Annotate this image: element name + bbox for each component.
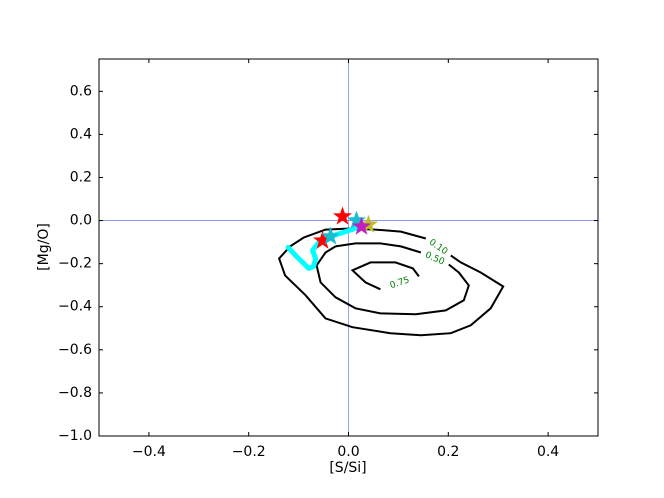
x-tick-label: 0.2 bbox=[437, 444, 459, 460]
contour-line bbox=[315, 242, 470, 316]
track-line bbox=[285, 224, 363, 271]
y-tick-label: 0.0 bbox=[70, 213, 92, 229]
contour-line bbox=[350, 261, 420, 291]
y-tick-label: −0.8 bbox=[58, 385, 92, 401]
star-marker bbox=[313, 230, 333, 249]
star-marker bbox=[347, 210, 366, 229]
plot-frame bbox=[98, 58, 599, 437]
y-axis-label: [Mg/O] bbox=[36, 223, 52, 271]
x-tick-label: 0.0 bbox=[337, 444, 359, 460]
contour-label: 0.75 bbox=[389, 275, 411, 291]
y-tick-label: −1.0 bbox=[58, 428, 92, 444]
y-tick-label: 0.4 bbox=[70, 126, 92, 142]
y-tick-label: 0.2 bbox=[70, 169, 92, 185]
x-axis-label: [S/Si] bbox=[329, 460, 366, 476]
x-tick-label: −0.2 bbox=[232, 444, 266, 460]
y-tick-label: −0.4 bbox=[58, 299, 92, 315]
y-tick-label: 0.6 bbox=[70, 83, 92, 99]
x-tick-label: 0.4 bbox=[537, 444, 559, 460]
star-marker bbox=[333, 206, 352, 225]
y-tick-label: −0.2 bbox=[58, 256, 92, 272]
star-marker bbox=[321, 226, 340, 245]
y-tick-label: −0.6 bbox=[58, 342, 92, 358]
star-marker bbox=[352, 216, 371, 235]
x-tick-label: −0.4 bbox=[132, 444, 166, 460]
